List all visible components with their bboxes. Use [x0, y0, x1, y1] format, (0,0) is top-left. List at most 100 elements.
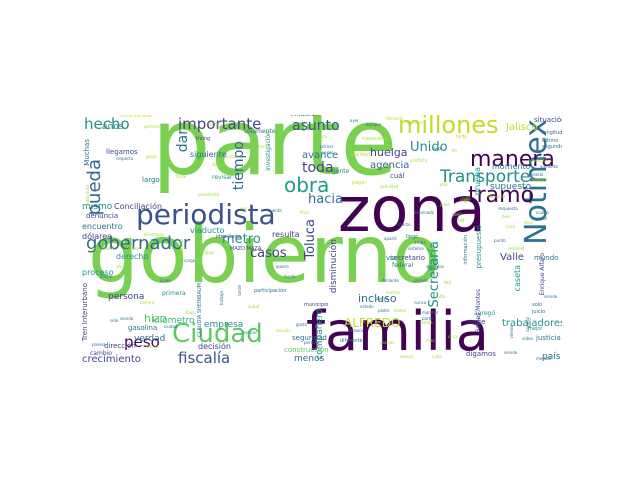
- cloud-word: zona: [338, 173, 486, 246]
- cloud-word: arriba: [414, 240, 426, 245]
- cloud-word: punto: [494, 238, 506, 243]
- cloud-word: precio: [100, 274, 113, 279]
- cloud-word: falta: [436, 294, 445, 299]
- cloud-word: sección: [276, 328, 292, 333]
- cloud-word: decisión: [198, 342, 231, 351]
- cloud-word: metros: [386, 290, 401, 295]
- cloud-word: información: [463, 235, 469, 265]
- cloud-word: bajo: [186, 310, 195, 315]
- cloud-word: dirección: [104, 342, 136, 350]
- cloud-word: gobernador: [86, 233, 191, 254]
- cloud-word: presidente: [198, 192, 220, 197]
- cloud-word: diciembre: [144, 232, 164, 237]
- cloud-word: resulta: [272, 230, 300, 239]
- cloud-word: jefa: [440, 182, 448, 187]
- cloud-word: conflicto: [410, 158, 428, 163]
- cloud-word: municipio: [304, 302, 329, 308]
- cloud-word: mismo: [82, 202, 113, 212]
- cloud-word: cargo: [184, 258, 196, 263]
- cloud-word: siendo: [120, 316, 134, 321]
- cloud-word: momento: [492, 162, 531, 171]
- cloud-word: Jalisco: [506, 122, 538, 133]
- cloud-word: ley: [444, 280, 452, 286]
- cloud-word: supuesto: [490, 182, 532, 192]
- cloud-word: gasolina: [128, 324, 158, 332]
- cloud-word: suman: [400, 354, 414, 359]
- cloud-word: inflación: [290, 115, 320, 118]
- cloud-word: tarifa: [456, 134, 467, 139]
- cloud-word: partir: [422, 316, 433, 321]
- cloud-word: cuatro: [536, 210, 549, 215]
- cloud-word: familia: [306, 300, 489, 363]
- cloud-word: llegamos: [106, 148, 138, 156]
- cloud-word: Irving: [196, 136, 211, 142]
- cloud-word: parte: [152, 115, 398, 196]
- cloud-word: aunque: [366, 122, 382, 127]
- cloud-word: verdad: [134, 334, 166, 344]
- cloud-word: carrera: [140, 300, 155, 305]
- cloud-word: primero: [144, 124, 160, 129]
- cloud-word: tarde: [237, 285, 242, 296]
- cloud-word: Ciudad: [172, 319, 263, 349]
- cloud-word: hecho: [84, 115, 130, 133]
- cloud-word: lugar: [460, 198, 471, 203]
- cloud-word: fin: [452, 148, 458, 153]
- cloud-word: metro: [222, 232, 261, 247]
- cloud-word: caso: [506, 224, 516, 229]
- cloud-word: gobierno: [88, 208, 442, 301]
- cloud-word: derecho: [116, 252, 149, 261]
- cloud-word: siendo: [544, 294, 558, 299]
- cloud-word: periodista: [136, 198, 276, 231]
- cloud-word: menos: [294, 354, 325, 364]
- cloud-word: primer: [320, 144, 334, 149]
- cloud-word: avance: [302, 150, 339, 161]
- cloud-word: Amlante: [382, 278, 399, 283]
- cloud-word: dar: [175, 129, 191, 153]
- cloud-word: atención: [488, 194, 506, 199]
- cloud-word: estructura: [85, 185, 90, 206]
- cloud-word: Sonora: [212, 162, 227, 167]
- cloud-word: ingreso: [525, 317, 530, 332]
- cloud-word: nacional: [406, 120, 423, 125]
- cloud-word: poder: [536, 216, 548, 221]
- cloud-word: condiciones: [528, 158, 552, 163]
- cloud-word: Muchas: [83, 139, 91, 166]
- cloud-word: asunto: [292, 118, 340, 134]
- cloud-word: gasto: [146, 154, 158, 159]
- cloud-word: ciudad: [164, 324, 178, 329]
- cloud-word: empresa: [204, 320, 244, 330]
- cloud-word: hora: [258, 144, 268, 149]
- cloud-word: manera: [470, 147, 555, 172]
- cloud-word: pedir: [452, 212, 463, 217]
- cloud-word: segundo: [542, 144, 562, 150]
- cloud-word: fondo: [284, 274, 296, 279]
- cloud-word: aumento: [540, 164, 558, 169]
- cloud-word: gracias: [380, 340, 395, 345]
- cloud-word: despidos: [426, 264, 444, 269]
- cloud-word: quiero: [276, 264, 289, 269]
- cloud-word: revisar: [212, 174, 233, 181]
- cloud-word: realidad: [508, 246, 525, 251]
- cloud-word: fuerza: [146, 344, 159, 349]
- cloud-word: Valle: [500, 252, 524, 263]
- cloud-word: respecto: [116, 156, 134, 161]
- cloud-word: hacia: [308, 192, 343, 207]
- cloud-word: cinco: [448, 334, 459, 339]
- cloud-word: niño: [462, 196, 471, 201]
- cloud-word: caseta: [513, 265, 522, 292]
- cloud-word: todavía: [348, 328, 363, 333]
- cloud-word: Transporte: [440, 167, 531, 187]
- cloud-word: incluso: [358, 292, 397, 305]
- cloud-word: hizo: [144, 312, 167, 325]
- cloud-word: medida: [536, 356, 551, 361]
- cloud-word: respuesta: [498, 206, 518, 211]
- cloud-word: Adelaido: [386, 116, 404, 121]
- cloud-word: vez: [240, 206, 247, 211]
- cloud-word: Tren Interurbano: [81, 283, 89, 342]
- cloud-word: disminución: [329, 239, 339, 294]
- cloud-word: aparió: [384, 236, 397, 241]
- cloud-word: longitud: [542, 130, 562, 136]
- cloud-word: dasivas: [242, 330, 258, 335]
- cloud-word: kilómetro: [152, 316, 195, 326]
- cloud-word: diferente: [340, 338, 363, 344]
